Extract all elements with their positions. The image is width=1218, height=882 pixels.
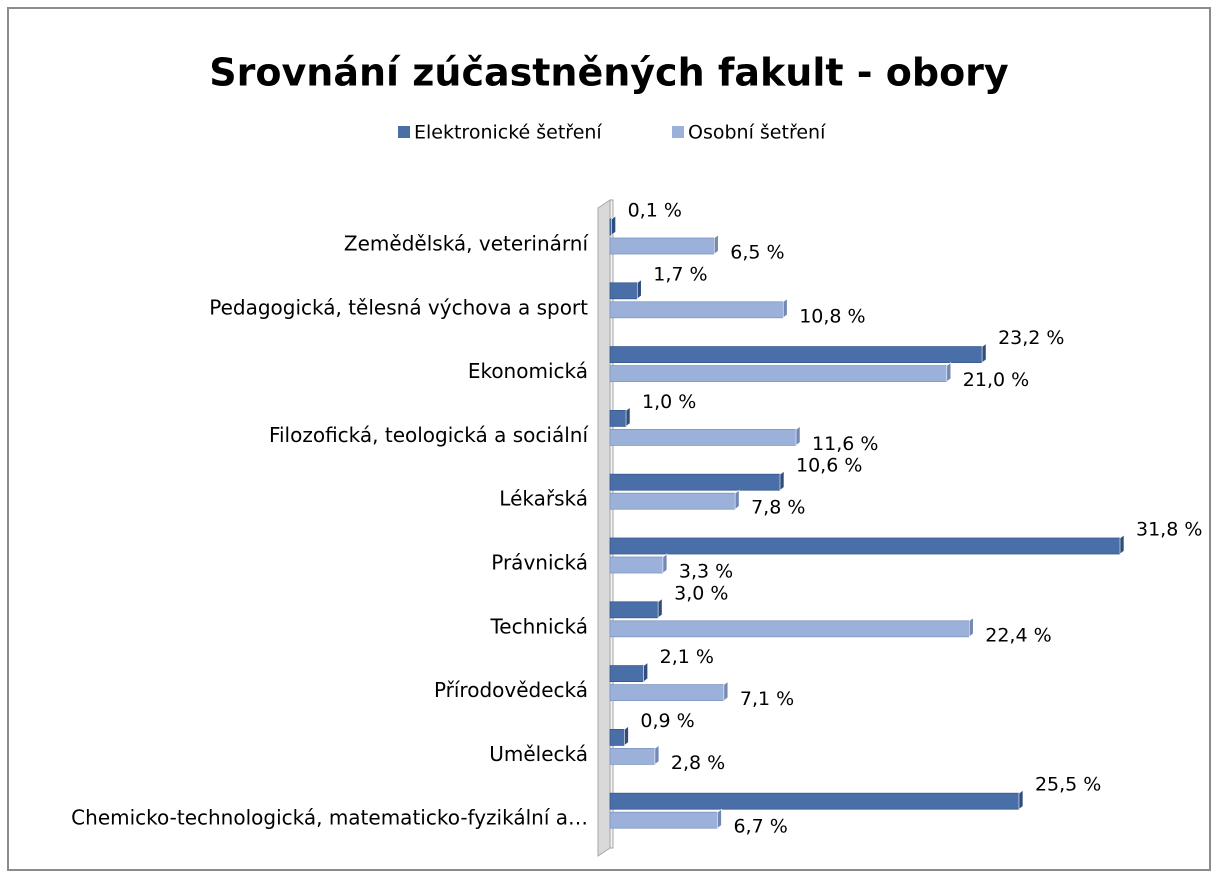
value-label: 0,1 % <box>628 200 682 222</box>
value-label: 2,1 % <box>660 646 714 668</box>
value-label: 11,6 % <box>812 433 878 455</box>
value-label: 2,8 % <box>671 752 725 774</box>
bar <box>609 237 715 255</box>
value-label: 7,8 % <box>751 497 805 519</box>
axis-wall <box>597 199 611 857</box>
bar-side <box>1018 789 1024 810</box>
value-label: 3,3 % <box>679 561 733 583</box>
legend-label: Elektronické šetření <box>414 122 602 144</box>
bar-side <box>643 661 648 683</box>
value-label: 1,7 % <box>653 263 707 285</box>
value-label: 23,2 % <box>998 327 1064 349</box>
value-label: 10,6 % <box>796 455 862 477</box>
category-label: Přírodovědecká <box>434 678 588 702</box>
bar <box>609 473 781 491</box>
bar <box>609 301 784 319</box>
bar-side <box>946 362 952 383</box>
bar-side <box>654 744 660 766</box>
bar-side <box>636 279 642 300</box>
bar <box>609 748 656 765</box>
value-label: 1,0 % <box>642 391 696 413</box>
category-label: Umělecká <box>489 742 588 766</box>
bar <box>609 282 638 300</box>
bar <box>609 409 627 427</box>
bar <box>609 537 1121 555</box>
category-label: Lékařská <box>499 487 588 511</box>
bar <box>609 811 718 829</box>
bar-side <box>981 343 987 364</box>
category-label: Technická <box>489 614 588 638</box>
bar-side <box>734 489 740 510</box>
category-label: Chemicko-technologická, matematicko-fyzi… <box>71 806 588 830</box>
legend-swatch <box>398 126 410 138</box>
legend-swatch <box>672 126 684 138</box>
bar <box>609 365 948 383</box>
category-label: Ekonomická <box>468 359 588 383</box>
category-label: Pedagogická, tělesná výchova a sport <box>209 295 588 319</box>
bar <box>609 620 970 638</box>
category-label: Právnická <box>491 551 588 575</box>
bar-side <box>1119 534 1125 555</box>
value-label: 25,5 % <box>1035 774 1101 796</box>
value-label: 22,4 % <box>985 624 1051 646</box>
bar <box>609 556 664 574</box>
value-label: 6,7 % <box>733 816 787 838</box>
bar-side <box>968 617 974 638</box>
bar-side <box>657 598 663 619</box>
value-label: 21,0 % <box>963 369 1029 391</box>
bar <box>609 428 797 446</box>
bar-side <box>662 553 668 574</box>
bar-side <box>782 298 788 319</box>
bar-side <box>779 470 785 491</box>
bar <box>609 729 625 746</box>
bar <box>609 346 983 364</box>
category-label: Filozofická, teologická a sociální <box>269 423 590 447</box>
bar-side <box>611 215 616 236</box>
bar <box>609 601 659 619</box>
category-label: Zemědělská, veterinární <box>344 232 590 256</box>
value-label: 6,5 % <box>730 242 784 264</box>
value-label: 0,9 % <box>640 710 694 732</box>
bar-side <box>624 725 629 747</box>
chart-title: Srovnání zúčastněných fakult - obory <box>209 51 1009 95</box>
bar <box>609 492 736 510</box>
bar-side <box>625 406 631 427</box>
bar-side <box>717 808 722 829</box>
bar-side <box>713 234 719 255</box>
bar-side <box>723 680 729 702</box>
bar <box>609 792 1020 810</box>
value-label: 31,8 % <box>1136 519 1202 541</box>
bar-side <box>795 425 801 446</box>
legend-label: Osobní šetření <box>688 122 826 144</box>
axis-wall-face <box>609 199 614 849</box>
bar <box>609 665 645 682</box>
bar <box>609 684 725 701</box>
value-label: 10,8 % <box>799 305 865 327</box>
value-label: 7,1 % <box>740 688 794 710</box>
value-label: 3,0 % <box>674 582 728 604</box>
